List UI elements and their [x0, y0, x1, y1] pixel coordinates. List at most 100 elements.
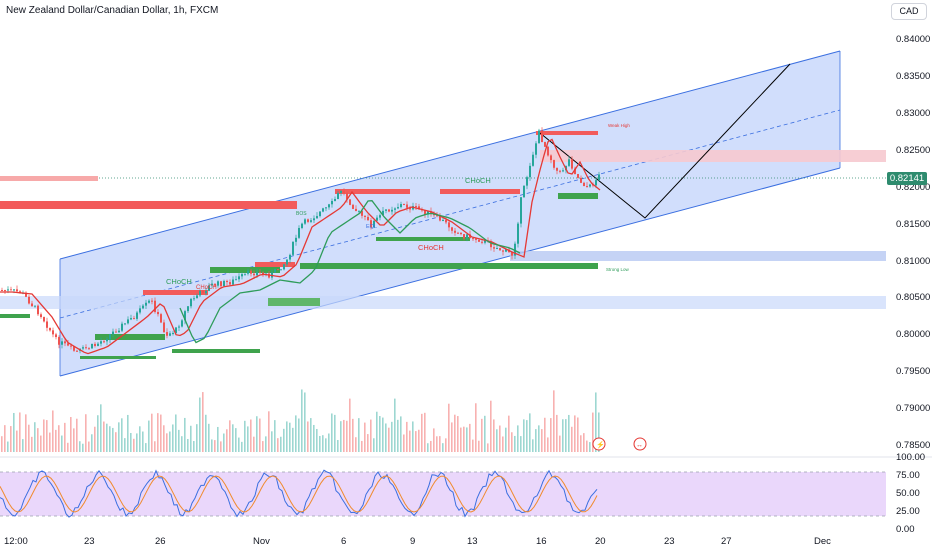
volume-bar — [115, 432, 117, 452]
volume-bar — [319, 435, 321, 452]
time-axis-label: 9 — [410, 536, 416, 547]
volume-bar — [325, 438, 327, 452]
candle-body — [262, 272, 264, 275]
bear-zone — [143, 290, 208, 295]
oscillator-axis-label: 25.00 — [896, 506, 920, 517]
volume-bar — [328, 433, 330, 452]
volume-bar — [229, 420, 231, 452]
volume-bar — [190, 425, 192, 452]
candle-body — [103, 341, 105, 343]
volume-bar — [118, 422, 120, 452]
currency-button[interactable]: CAD — [891, 3, 927, 20]
volume-bar — [529, 413, 531, 452]
bull-zone — [80, 356, 156, 359]
price-axis-label: 0.79500 — [896, 366, 931, 377]
candle-body — [238, 276, 240, 280]
volume-bar — [421, 413, 423, 452]
candle-body — [46, 321, 48, 328]
candle-body — [49, 327, 51, 331]
candle-body — [295, 237, 297, 242]
candle-body — [502, 250, 504, 252]
choch-label: CHoCH — [196, 285, 217, 291]
time-axis-label: 23 — [84, 536, 95, 547]
volume-bar — [238, 437, 240, 452]
volume-bar — [55, 429, 57, 452]
volume-bar — [337, 440, 339, 452]
candle-body — [241, 274, 243, 277]
price-axis-label: 0.81500 — [896, 219, 931, 230]
candle-body — [118, 330, 120, 333]
candle-body — [121, 323, 123, 331]
volume-bar — [520, 436, 522, 452]
volume-bar — [292, 427, 294, 452]
candle-body — [340, 190, 342, 193]
candle-body — [418, 206, 420, 210]
volume-bar — [133, 438, 135, 452]
volume-bar — [34, 422, 36, 452]
volume-bar — [70, 417, 72, 452]
weak-high-label: Weak High — [608, 123, 630, 128]
volume-bar — [346, 420, 348, 452]
volume-bar — [388, 427, 390, 452]
stoch-band — [0, 472, 886, 516]
volume-bar — [268, 411, 270, 452]
time-axis-label: Dec — [814, 536, 831, 547]
volume-bar — [361, 440, 363, 452]
candle-body — [361, 210, 363, 216]
choch-label: CHoCH — [465, 176, 491, 185]
candle-body — [337, 192, 339, 200]
candle-body — [439, 215, 441, 221]
price-axis-label: 0.82000 — [896, 182, 931, 193]
volume-bar — [46, 420, 48, 452]
candle-body — [217, 281, 219, 286]
candle-body — [346, 193, 348, 200]
bear-zone — [0, 201, 297, 209]
candle-body — [4, 290, 6, 292]
volume-bar — [130, 432, 132, 452]
candle-body — [553, 160, 555, 168]
candle-body — [289, 254, 291, 260]
candle-body — [562, 170, 564, 172]
candle-body — [529, 165, 531, 178]
candle-body — [544, 142, 546, 147]
volume-bar — [49, 432, 51, 452]
channel-mid — [59, 109, 841, 319]
candle-body — [280, 269, 282, 271]
candle-body — [292, 241, 294, 255]
volume-bar — [595, 392, 597, 452]
candle-body — [166, 332, 168, 336]
volume-bar — [103, 421, 105, 452]
volume-bar — [262, 441, 264, 452]
candle-body — [52, 330, 54, 335]
bos-label: BOS — [296, 211, 307, 217]
projection-path — [539, 63, 791, 219]
volume-bar — [349, 398, 351, 452]
volume-bar — [442, 443, 444, 452]
candle-body — [91, 343, 93, 349]
price-axis-label: 0.79000 — [896, 403, 931, 414]
candle-body — [208, 285, 210, 291]
candle-body — [37, 305, 39, 315]
candle-body — [178, 326, 180, 328]
candle-body — [145, 302, 147, 306]
candle-body — [235, 279, 237, 281]
candle-body — [334, 199, 336, 201]
volume-bar — [127, 414, 129, 452]
candle-body — [571, 159, 573, 169]
volume-bar — [163, 425, 165, 452]
candle-body — [547, 146, 549, 156]
candle-body — [226, 280, 228, 283]
lightning-icon: ⚡ — [596, 440, 605, 449]
candle-body — [559, 170, 561, 172]
volume-bar — [478, 440, 480, 452]
lightning-icon[interactable] — [592, 437, 606, 451]
candle-body — [550, 155, 552, 161]
candle-body — [85, 347, 87, 349]
volume-bar — [256, 416, 258, 452]
candle-body — [136, 312, 138, 319]
candle-body — [187, 306, 189, 312]
event-icon[interactable] — [633, 437, 647, 451]
candle-body — [352, 204, 354, 209]
